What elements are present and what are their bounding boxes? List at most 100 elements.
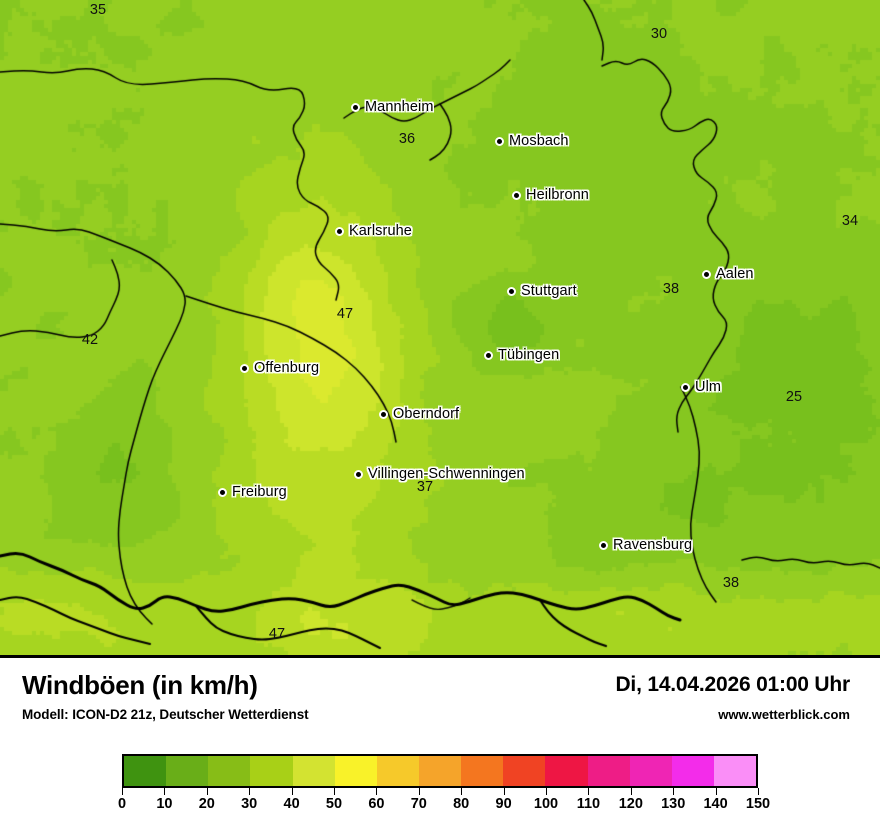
city-label: Karlsruhe	[349, 223, 412, 239]
city-marker[interactable]: Offenburg	[240, 360, 319, 376]
city-dot-icon	[495, 136, 504, 146]
colorbar-swatch	[166, 756, 209, 786]
city-label: Aalen	[716, 266, 754, 282]
colorbar[interactable]: 0 10 20 30 40 50 60 70 80 90 100 110 120 130 140 150	[118, 754, 770, 816]
colorbar-tick-label: 40	[283, 796, 300, 812]
colorbar-tick-label: 100	[533, 796, 559, 812]
city-marker[interactable]: Mosbach	[495, 133, 569, 149]
colorbar-tick-label: 50	[325, 796, 343, 812]
valid-time: Di, 14.04.2026 01:00 Uhr	[615, 673, 850, 696]
model-subtitle: Modell: ICON-D2 21z, Deutscher Wetterdie…	[22, 707, 309, 722]
colorbar-ticks	[122, 788, 759, 796]
city-marker[interactable]: Mannheim	[351, 99, 434, 115]
city-marker[interactable]: Oberndorf	[379, 406, 459, 422]
gust-value-label: 25	[785, 389, 803, 405]
city-dot-icon	[240, 363, 249, 373]
colorbar-tick-label: 80	[453, 796, 470, 812]
colorbar-tick	[164, 788, 166, 795]
colorbar-tick	[503, 788, 505, 795]
colorbar-swatch	[292, 756, 335, 786]
city-dot-icon	[335, 226, 344, 236]
gust-value-label: 38	[722, 575, 740, 591]
city-label: Heilbronn	[526, 187, 589, 203]
colorbar-tick	[291, 788, 293, 795]
colorbar-tick-label: 10	[156, 796, 173, 812]
meta-block: Di, 14.04.2026 01:00 Uhr www.wetterblick…	[615, 674, 850, 722]
city-dot-icon	[484, 350, 493, 360]
colorbar-tick	[715, 788, 717, 795]
gust-value-label: 47	[336, 306, 354, 322]
colorbar-swatch	[671, 756, 714, 786]
colorbar-tick-label: 20	[198, 796, 215, 812]
city-label: Ravensburg	[613, 537, 693, 553]
colorbar-tick-label: 140	[703, 796, 728, 812]
colorbar-tick	[249, 788, 251, 795]
city-marker[interactable]: Karlsruhe	[335, 223, 412, 239]
colorbar-swatch	[545, 756, 588, 786]
colorbar-labels: 0 10 20 30 40 50 60 70 80 90 100 110 120 130 140 150	[118, 796, 770, 816]
city-dot-icon	[702, 269, 711, 279]
colorbar-swatch	[713, 756, 757, 786]
colorbar-tick-label: 60	[368, 796, 385, 812]
gust-value-label: 38	[662, 281, 680, 297]
city-label: Mannheim	[365, 99, 434, 115]
city-dot-icon	[599, 540, 608, 550]
gust-value-label: 42	[81, 332, 99, 348]
city-label: Freiburg	[232, 484, 287, 500]
colorbar-tick-label: 110	[576, 796, 601, 812]
city-label: Offenburg	[254, 360, 320, 376]
colorbar-tick-label: 0	[117, 796, 127, 812]
title-block: Windböen (in km/h) Modell: ICON-D2 21z, …	[22, 672, 309, 722]
city-label: Tübingen	[498, 347, 560, 363]
colorbar-tick	[673, 788, 675, 795]
city-marker[interactable]: Tübingen	[484, 347, 559, 363]
city-dot-icon	[351, 102, 360, 112]
city-marker[interactable]: Ulm	[681, 379, 721, 395]
city-label: Villingen-Schwenningen	[368, 466, 525, 482]
colorbar-swatch	[461, 756, 504, 786]
city-marker[interactable]: Heilbronn	[512, 187, 589, 203]
colorbar-tick	[546, 788, 547, 795]
city-dot-icon	[354, 469, 363, 479]
gust-value-label: 35	[89, 2, 107, 18]
city-dot-icon	[218, 487, 227, 497]
colorbar-tick-label: 90	[495, 796, 512, 812]
colorbar-swatch	[208, 756, 251, 786]
city-dot-icon	[379, 409, 388, 419]
city-dot-icon	[507, 286, 516, 296]
colorbar-tick	[588, 788, 590, 795]
colorbar-swatch	[250, 756, 293, 786]
city-marker[interactable]: Villingen-Schwenningen	[354, 466, 525, 482]
colorbar-swatch	[418, 756, 462, 786]
city-label: Ulm	[695, 379, 722, 395]
colorbar-tick-label: 130	[661, 796, 686, 812]
map-panel[interactable]: Mannheim Mosbach Heilbronn Karlsruhe Aalen St…	[0, 0, 880, 658]
gust-value-label: 36	[398, 131, 416, 147]
colorbar-swatch	[629, 756, 672, 786]
colorbar-tick	[334, 788, 335, 795]
city-marker[interactable]: Aalen	[702, 266, 754, 282]
colorbar-tick	[758, 788, 759, 795]
footer-panel: Windböen (in km/h) Modell: ICON-D2 21z, …	[0, 658, 880, 830]
city-marker[interactable]: Ravensburg	[599, 537, 692, 553]
colorbar-swatch	[376, 756, 419, 786]
colorbar-tick-label: 150	[745, 796, 771, 812]
gust-value-label: 37	[416, 479, 434, 495]
city-marker[interactable]: Stuttgart	[507, 283, 577, 299]
wind-gust-raster[interactable]	[0, 0, 880, 655]
colorbar-tick	[122, 788, 123, 795]
colorbar-tick	[461, 788, 463, 795]
city-marker[interactable]: Freiburg	[218, 484, 287, 500]
gust-value-label: 34	[841, 213, 859, 229]
gust-value-label: 30	[650, 26, 668, 42]
city-label: Stuttgart	[521, 283, 577, 299]
city-dot-icon	[681, 382, 690, 392]
city-dot-icon	[512, 190, 521, 200]
colorbar-swatch	[124, 756, 167, 786]
colorbar-tick-label: 70	[410, 796, 427, 812]
colorbar-swatches[interactable]	[122, 754, 758, 788]
city-label: Oberndorf	[393, 406, 460, 422]
colorbar-tick	[418, 788, 420, 795]
colorbar-swatch	[503, 756, 546, 786]
